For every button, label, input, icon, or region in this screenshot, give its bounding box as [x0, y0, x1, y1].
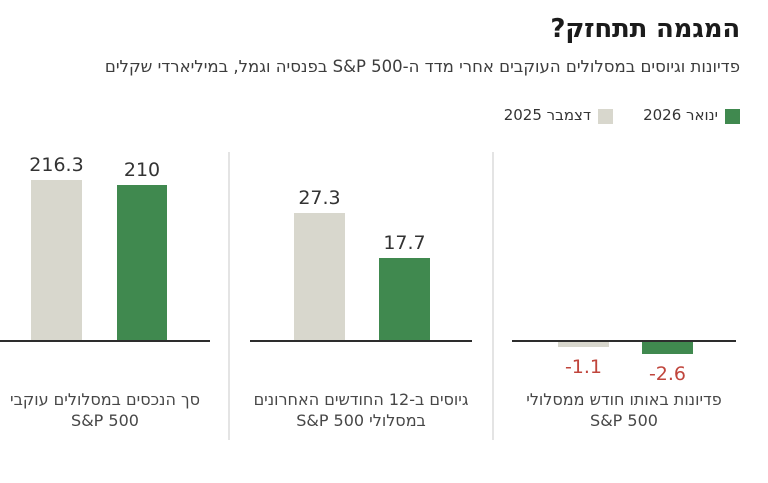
- group-label-monthly-redemptions: פדיונות באותו חודש ממסלולי S&P 500: [484, 389, 764, 431]
- group-label-line1: גיוסים ב-12 החודשים האחרונים: [253, 390, 469, 409]
- panel-divider-2: [492, 152, 494, 440]
- legend-swatch-green: [725, 109, 740, 124]
- group-label-line2: S&P 500: [71, 411, 139, 430]
- value-label: -2.6: [648, 363, 687, 385]
- bar-jan-2026: [117, 185, 167, 340]
- bar-dec-2025: [294, 213, 345, 340]
- page-title: המגמה תתחזק?: [550, 14, 740, 44]
- value-label: -1.1: [564, 356, 603, 378]
- group-label-line2: במסלולי S&P 500: [296, 411, 426, 430]
- value-label: 27.3: [298, 187, 341, 209]
- bar-jan-2026: [642, 342, 693, 354]
- group-label-12month-inflows: גיוסים ב-12 החודשים האחרונים במסלולי S&P…: [221, 389, 501, 431]
- group-label-total-assets: סך הנכסים במסלולים עוקבי S&P 500: [0, 389, 245, 431]
- group-label-line2: S&P 500: [590, 411, 658, 430]
- bar-dec-2025: [31, 180, 82, 340]
- value-label: 216.3: [29, 154, 84, 176]
- group-label-line1: פדיונות באותו חודש ממסלולי: [526, 390, 722, 409]
- x-axis-line: [250, 340, 472, 342]
- page-subtitle: פדיונות וגיוסים במסלולים העוקבים אחרי מד…: [104, 57, 740, 76]
- bar-jan-2026: [379, 258, 430, 340]
- x-axis-line: [512, 340, 736, 342]
- group-label-line1: סך הנכסים במסלולים עוקבי: [10, 390, 200, 409]
- value-label: 210: [123, 159, 161, 181]
- panel-divider-1: [228, 152, 230, 440]
- legend-item-dec-2025: דצמבר 2025: [503, 106, 614, 124]
- bar-dec-2025: [558, 342, 609, 347]
- legend-swatch-gray: [598, 109, 614, 124]
- chart-legend: ינואר 2026 דצמבר 2025: [503, 106, 740, 124]
- legend-item-jan-2026: ינואר 2026: [643, 106, 740, 124]
- legend-label-dec-2025: דצמבר 2025: [503, 106, 592, 124]
- legend-label-jan-2026: ינואר 2026: [643, 106, 718, 124]
- value-label: 17.7: [383, 232, 426, 254]
- x-axis-line: [0, 340, 210, 342]
